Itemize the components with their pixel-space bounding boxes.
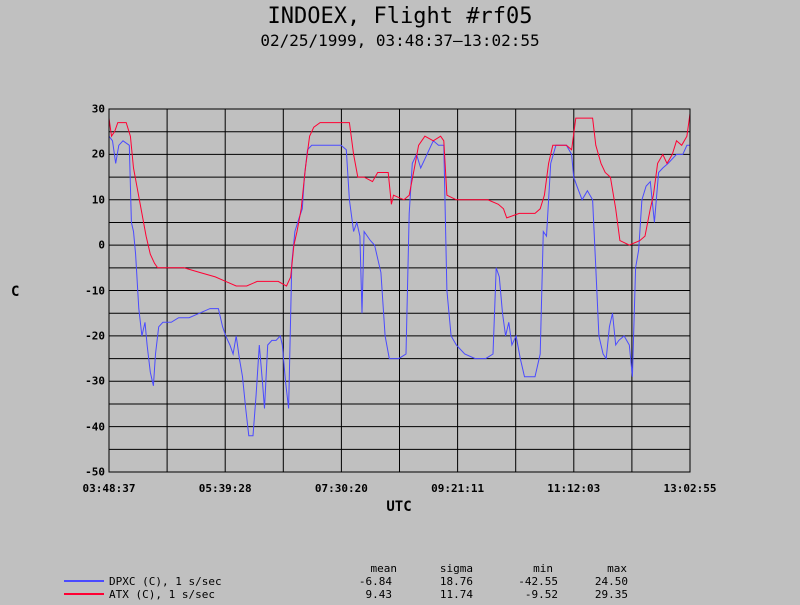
stat-mean-dpxc: -6.84 <box>358 575 392 588</box>
x-tick-label: 03:48:37 <box>82 482 136 495</box>
y-tick-label: -50 <box>85 465 105 479</box>
x-tick-label: 07:30:20 <box>314 482 368 495</box>
y-tick-label: -20 <box>85 329 105 343</box>
y-tick-label: -40 <box>85 420 105 434</box>
legend-label-dpxc: DPXC (C), 1 s/sec <box>109 575 222 588</box>
legend-swatch-atx <box>64 593 104 595</box>
y-tick-label: 10 <box>91 193 105 207</box>
series-line-atx <box>108 113 691 287</box>
y-tick-label: 20 <box>91 147 105 161</box>
y-tick-label: -30 <box>85 374 105 388</box>
legend-entry-atx: ATX (C), 1 s/sec 9.43 11.74 -9.52 29.35 <box>64 588 664 601</box>
series-lines <box>108 113 691 437</box>
stats-header-max: max <box>607 562 627 575</box>
y-axis-label: C <box>11 284 20 300</box>
legend-swatch-dpxc <box>64 580 104 582</box>
y-tick-label: -10 <box>85 284 105 297</box>
chart-title: INDOEX, Flight #rf05 <box>267 4 533 29</box>
x-tick-label: 11:12:03 <box>547 482 601 495</box>
y-tick-label: 30 <box>91 102 105 116</box>
chart-subtitle: 02/25/1999, 03:48:37–13:02:55 <box>260 31 540 50</box>
stats-header-sigma: sigma <box>439 562 473 575</box>
stat-max-atx: 29.35 <box>594 588 628 601</box>
stat-sigma-dpxc: 18.76 <box>439 575 473 588</box>
stat-sigma-atx: 11.74 <box>439 588 473 601</box>
x-tick-label: 05:39:28 <box>198 482 252 495</box>
x-axis-label: UTC <box>386 499 412 515</box>
y-tick-label: 0 <box>98 238 105 252</box>
stat-min-dpxc: -42.55 <box>518 575 558 588</box>
series-line-dpxc <box>108 135 690 437</box>
x-tick-label: 13:02:55 <box>663 482 717 495</box>
stat-max-dpxc: 24.50 <box>594 575 628 588</box>
legend-entry-dpxc: DPXC (C), 1 s/sec -6.84 18.76 -42.55 24.… <box>64 575 664 588</box>
x-tick-label: 09:21:11 <box>431 482 485 495</box>
stats-header-min: min <box>533 562 553 575</box>
stat-mean-atx: 9.43 <box>365 588 393 601</box>
stats-header-mean: mean <box>370 562 398 575</box>
stat-min-atx: -9.52 <box>524 588 558 601</box>
plot-frame <box>108 108 691 473</box>
legend-label-atx: ATX (C), 1 s/sec <box>109 588 215 601</box>
grid-lines <box>109 109 690 472</box>
